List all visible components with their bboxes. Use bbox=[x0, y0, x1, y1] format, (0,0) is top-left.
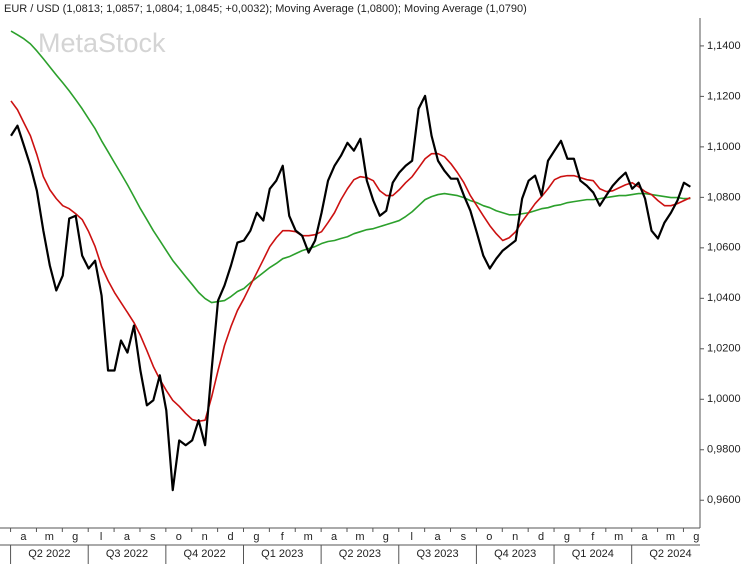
quarter-label: Q1 2023 bbox=[261, 548, 303, 560]
x-tick-label: o bbox=[486, 531, 492, 543]
quarter-label: Q4 2022 bbox=[184, 548, 226, 560]
x-tick-label: m bbox=[614, 531, 623, 543]
x-tick-label: g bbox=[693, 531, 699, 543]
y-tick-label: 1,1200 bbox=[707, 90, 741, 102]
series-line bbox=[10, 94, 691, 492]
x-tick-label: g bbox=[564, 531, 570, 543]
quarter-label: Q2 2024 bbox=[649, 548, 691, 560]
series-line bbox=[10, 100, 691, 423]
x-tick-label: d bbox=[538, 531, 544, 543]
x-tick-label: d bbox=[227, 531, 233, 543]
x-tick-label: a bbox=[434, 531, 441, 543]
y-tick-label: 1,1400 bbox=[707, 40, 741, 52]
y-tick-label: 1,0600 bbox=[707, 242, 741, 254]
quarter-label: Q2 2022 bbox=[28, 548, 70, 560]
x-tick-label: g bbox=[383, 531, 389, 543]
y-tick-label: 0,9600 bbox=[707, 494, 741, 506]
quarter-label: Q3 2023 bbox=[416, 548, 458, 560]
x-tick-label: a bbox=[20, 531, 27, 543]
chart-title: EUR / USD (1,0813; 1,0857; 1,0804; 1,084… bbox=[4, 3, 527, 15]
x-tick-label: s bbox=[461, 531, 467, 543]
x-tick-label: a bbox=[642, 531, 649, 543]
x-tick-label: m bbox=[45, 531, 54, 543]
x-tick-label: m bbox=[666, 531, 675, 543]
series-line bbox=[10, 30, 691, 304]
x-tick-label: m bbox=[355, 531, 364, 543]
x-tick-label: g bbox=[72, 531, 78, 543]
x-tick-label: f bbox=[281, 531, 285, 543]
y-tick-label: 1,1000 bbox=[707, 141, 741, 153]
x-tick-label: g bbox=[253, 531, 259, 543]
y-tick-label: 1,0400 bbox=[707, 292, 741, 304]
x-tick-label: f bbox=[591, 531, 595, 543]
quarter-label: Q3 2022 bbox=[106, 548, 148, 560]
x-tick-label: l bbox=[410, 531, 412, 543]
y-tick-label: 1,0000 bbox=[707, 393, 741, 405]
x-tick-label: m bbox=[304, 531, 313, 543]
y-tick-label: 1,0200 bbox=[707, 343, 741, 355]
y-tick-label: 0,9800 bbox=[707, 444, 741, 456]
x-tick-label: a bbox=[331, 531, 338, 543]
y-tick-label: 1,0800 bbox=[707, 191, 741, 203]
x-tick-label: n bbox=[512, 531, 518, 543]
x-tick-label: s bbox=[150, 531, 156, 543]
quarter-label: Q4 2023 bbox=[494, 548, 536, 560]
quarter-label: Q1 2024 bbox=[572, 548, 614, 560]
watermark: MetaStock bbox=[38, 28, 166, 58]
x-tick-label: n bbox=[202, 531, 208, 543]
x-tick-label: o bbox=[176, 531, 182, 543]
x-tick-label: a bbox=[124, 531, 131, 543]
x-tick-label: l bbox=[100, 531, 102, 543]
quarter-label: Q2 2023 bbox=[339, 548, 381, 560]
